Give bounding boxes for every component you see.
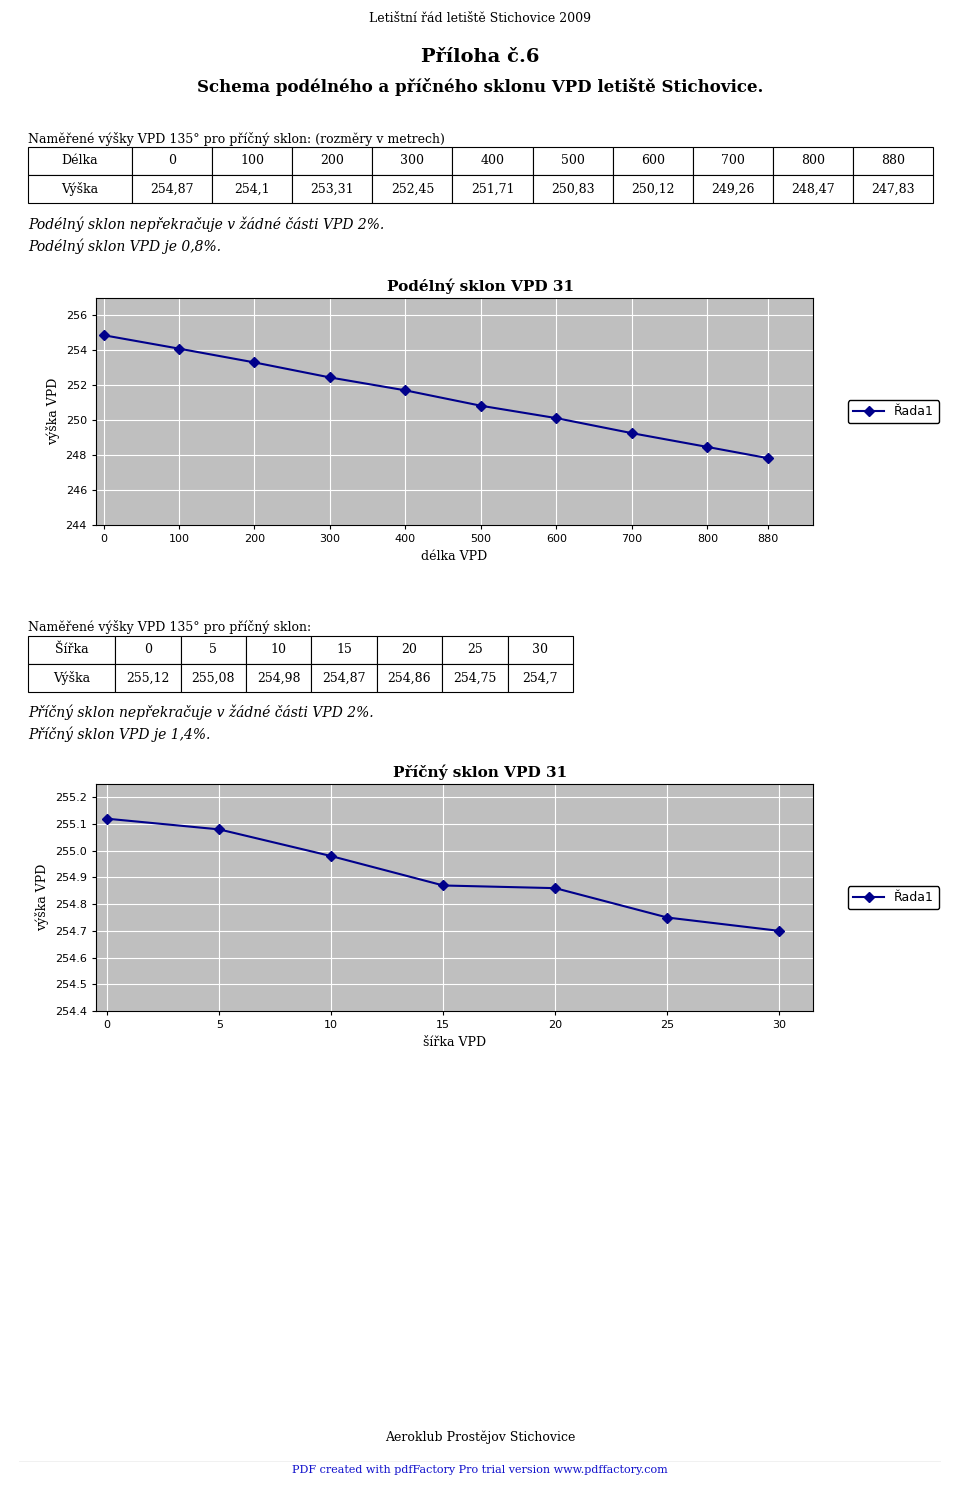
Řada1 xyxy=(549,879,561,897)
Text: Příčný sklon VPD 31: Příčný sklon VPD 31 xyxy=(394,764,567,779)
Text: Letištní řád letiště Stichovice 2009: Letištní řád letiště Stichovice 2009 xyxy=(369,12,591,25)
Řada1 xyxy=(173,339,184,357)
Řada1 xyxy=(475,396,487,414)
Řada1 xyxy=(325,848,337,866)
Řada1 xyxy=(661,909,673,927)
Legend: Řada1: Řada1 xyxy=(848,887,939,909)
Text: Podélný sklon VPD je 0,8%.: Podélný sklon VPD je 0,8%. xyxy=(28,238,221,254)
Řada1 xyxy=(774,922,785,940)
Line: Řada1: Řada1 xyxy=(104,815,782,934)
Line: Řada1: Řada1 xyxy=(100,332,771,462)
Text: Příčný sklon nepřekračuje v žádné části VPD 2%.: Příčný sklon nepřekračuje v žádné části … xyxy=(28,704,373,719)
Text: Naměřené výšky VPD 135° pro příčný sklon:: Naměřené výšky VPD 135° pro příčný sklon… xyxy=(28,620,311,634)
Text: Příčný sklon VPD je 1,4%.: Příčný sklon VPD je 1,4%. xyxy=(28,727,210,742)
Řada1 xyxy=(324,368,336,386)
Řada1 xyxy=(399,381,411,399)
Text: Podélný sklon VPD 31: Podélný sklon VPD 31 xyxy=(387,278,574,293)
Text: Příloha č.6: Příloha č.6 xyxy=(420,48,540,66)
Text: Naměřené výšky VPD 135° pro příčný sklon: (rozměry v metrech): Naměřené výšky VPD 135° pro příčný sklon… xyxy=(28,132,444,147)
Řada1 xyxy=(438,876,449,894)
Text: Aeroklub Prostějov Stichovice: Aeroklub Prostějov Stichovice xyxy=(385,1431,575,1444)
Text: PDF created with pdfFactory Pro trial version www.pdffactory.com: PDF created with pdfFactory Pro trial ve… xyxy=(292,1465,668,1476)
Řada1 xyxy=(98,326,109,344)
Řada1 xyxy=(702,438,713,456)
X-axis label: délka VPD: délka VPD xyxy=(421,550,488,562)
X-axis label: šířka VPD: šířka VPD xyxy=(423,1036,486,1048)
Řada1 xyxy=(551,410,563,428)
Text: Podélný sklon nepřekračuje v žádné části VPD 2%.: Podélný sklon nepřekračuje v žádné části… xyxy=(28,215,384,232)
Řada1 xyxy=(213,821,225,839)
Text: Schema podélného a příčného sklonu VPD letiště Stichovice.: Schema podélného a příčného sklonu VPD l… xyxy=(197,78,763,96)
Legend: Řada1: Řada1 xyxy=(848,401,939,423)
Y-axis label: výška VPD: výška VPD xyxy=(46,378,60,446)
Řada1 xyxy=(249,353,260,371)
Y-axis label: výška VPD: výška VPD xyxy=(36,864,49,931)
Řada1 xyxy=(626,425,637,443)
Řada1 xyxy=(762,448,774,466)
Řada1 xyxy=(102,810,113,828)
